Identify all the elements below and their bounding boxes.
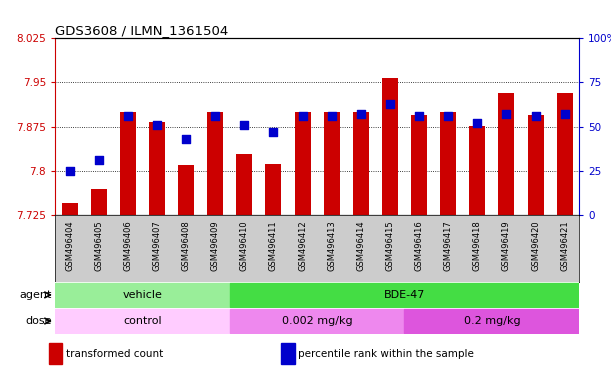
Bar — [230, 309, 404, 333]
Bar — [499, 93, 514, 215]
Text: percentile rank within the sample: percentile rank within the sample — [298, 349, 474, 359]
Bar — [411, 115, 427, 215]
Text: 0.002 mg/kg: 0.002 mg/kg — [282, 316, 353, 326]
Text: GSM496407: GSM496407 — [152, 220, 161, 271]
Bar — [527, 115, 544, 215]
Bar — [90, 189, 107, 215]
Text: GDS3608 / ILMN_1361504: GDS3608 / ILMN_1361504 — [55, 24, 229, 37]
Point — [560, 111, 569, 117]
Bar — [295, 112, 310, 215]
Point — [268, 129, 278, 135]
Point — [181, 136, 191, 142]
Text: dose: dose — [26, 316, 52, 326]
Text: GSM496419: GSM496419 — [502, 220, 511, 271]
Bar — [207, 112, 223, 215]
Text: GSM496421: GSM496421 — [560, 220, 569, 271]
Point — [210, 113, 220, 119]
Text: GSM496416: GSM496416 — [414, 220, 423, 271]
Bar — [149, 122, 165, 215]
Bar — [265, 164, 282, 215]
Text: agent: agent — [20, 290, 52, 300]
Bar — [120, 112, 136, 215]
Text: GSM496406: GSM496406 — [123, 220, 133, 271]
Point — [385, 101, 395, 107]
Text: GSM496409: GSM496409 — [211, 220, 220, 271]
Bar — [281, 343, 295, 364]
Bar — [353, 112, 369, 215]
Point — [356, 111, 365, 117]
Point — [502, 111, 511, 117]
Bar — [469, 126, 485, 215]
Text: GSM496414: GSM496414 — [356, 220, 365, 271]
Text: GSM496415: GSM496415 — [386, 220, 395, 271]
Text: GSM496418: GSM496418 — [473, 220, 482, 271]
Point — [123, 113, 133, 119]
Point — [240, 122, 249, 128]
Text: 0.2 mg/kg: 0.2 mg/kg — [464, 316, 520, 326]
Point — [414, 113, 424, 119]
Bar — [382, 78, 398, 215]
Text: GSM496411: GSM496411 — [269, 220, 278, 271]
Bar — [62, 203, 78, 215]
Bar — [178, 165, 194, 215]
Bar — [55, 283, 230, 307]
Text: GSM496420: GSM496420 — [531, 220, 540, 271]
Text: GSM496408: GSM496408 — [181, 220, 191, 271]
Point — [472, 120, 482, 126]
Point — [298, 113, 307, 119]
Text: BDE-47: BDE-47 — [384, 290, 425, 300]
Point — [94, 157, 104, 163]
Point — [327, 113, 337, 119]
Text: GSM496413: GSM496413 — [327, 220, 336, 271]
Point — [530, 113, 540, 119]
Bar — [230, 283, 579, 307]
Bar — [236, 154, 252, 215]
Bar — [49, 343, 62, 364]
Point — [65, 167, 75, 174]
Text: transformed count: transformed count — [66, 349, 163, 359]
Text: GSM496417: GSM496417 — [444, 220, 453, 271]
Text: GSM496405: GSM496405 — [94, 220, 103, 271]
Bar — [404, 309, 579, 333]
Bar — [324, 112, 340, 215]
Bar — [557, 93, 573, 215]
Point — [152, 122, 162, 128]
Bar — [55, 309, 230, 333]
Text: GSM496404: GSM496404 — [65, 220, 74, 271]
Text: control: control — [123, 316, 162, 326]
Text: GSM496410: GSM496410 — [240, 220, 249, 271]
Text: vehicle: vehicle — [122, 290, 163, 300]
Text: GSM496412: GSM496412 — [298, 220, 307, 271]
Bar — [440, 112, 456, 215]
Point — [443, 113, 453, 119]
